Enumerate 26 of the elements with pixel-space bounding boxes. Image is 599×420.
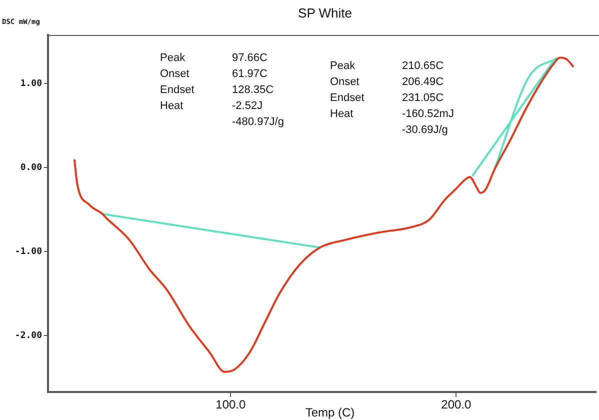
annotation: Peak	[160, 52, 186, 64]
x-tick-label: 100.0	[216, 398, 246, 412]
x-axis-title: Temp (C)	[305, 405, 355, 420]
y-tick-label: 0.00	[20, 163, 42, 174]
annotation: 231.05C	[402, 92, 445, 104]
annotation: -2.52J	[232, 100, 264, 112]
x-tick-label: 200.0	[441, 398, 472, 412]
annotation: 128.35C	[232, 84, 275, 96]
annotation: Onset	[160, 68, 190, 80]
annotation: Endset	[160, 84, 196, 96]
annotation: 206.49C	[402, 76, 445, 88]
annotation: -160.52mJ	[402, 108, 454, 120]
annotation: Heat	[160, 100, 184, 112]
y-tick-label: -2.00	[14, 331, 42, 342]
annotation: Heat	[330, 108, 354, 120]
annotation: Onset	[330, 76, 360, 88]
annotation: Peak	[330, 60, 356, 72]
annotation: 210.65C	[402, 60, 445, 72]
annotation: Endset	[330, 92, 366, 104]
annotation: -30.69J/g	[402, 124, 449, 136]
annotation: 61.97C	[232, 68, 268, 80]
y-tick-label: -1.00	[14, 247, 42, 258]
annotation: 97.66C	[232, 52, 268, 64]
annotation: -480.97J/g	[232, 116, 284, 128]
chart-title: SP White	[298, 6, 352, 21]
y-tick-label: 1.00	[20, 79, 42, 90]
